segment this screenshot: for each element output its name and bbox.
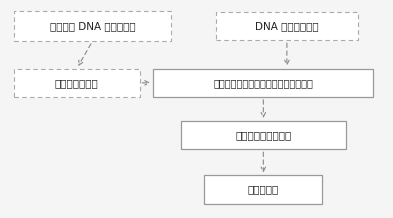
Text: 建立标准 DNA 序列数据库: 建立标准 DNA 序列数据库 [50, 21, 135, 31]
FancyBboxPatch shape [216, 12, 358, 40]
Text: 配置到生产集群: 配置到生产集群 [55, 78, 99, 88]
Text: DNA 测序数据产出: DNA 测序数据产出 [255, 21, 319, 31]
FancyBboxPatch shape [14, 11, 171, 41]
Text: 存储或传输: 存储或传输 [248, 185, 279, 195]
FancyBboxPatch shape [204, 175, 322, 204]
FancyBboxPatch shape [153, 69, 373, 97]
FancyBboxPatch shape [14, 69, 140, 97]
FancyBboxPatch shape [181, 121, 346, 149]
Text: 预处理，比对标准数据库，替换序列原: 预处理，比对标准数据库，替换序列原 [213, 78, 313, 88]
Text: 第一次和第二次压缩: 第一次和第二次压缩 [235, 130, 292, 140]
